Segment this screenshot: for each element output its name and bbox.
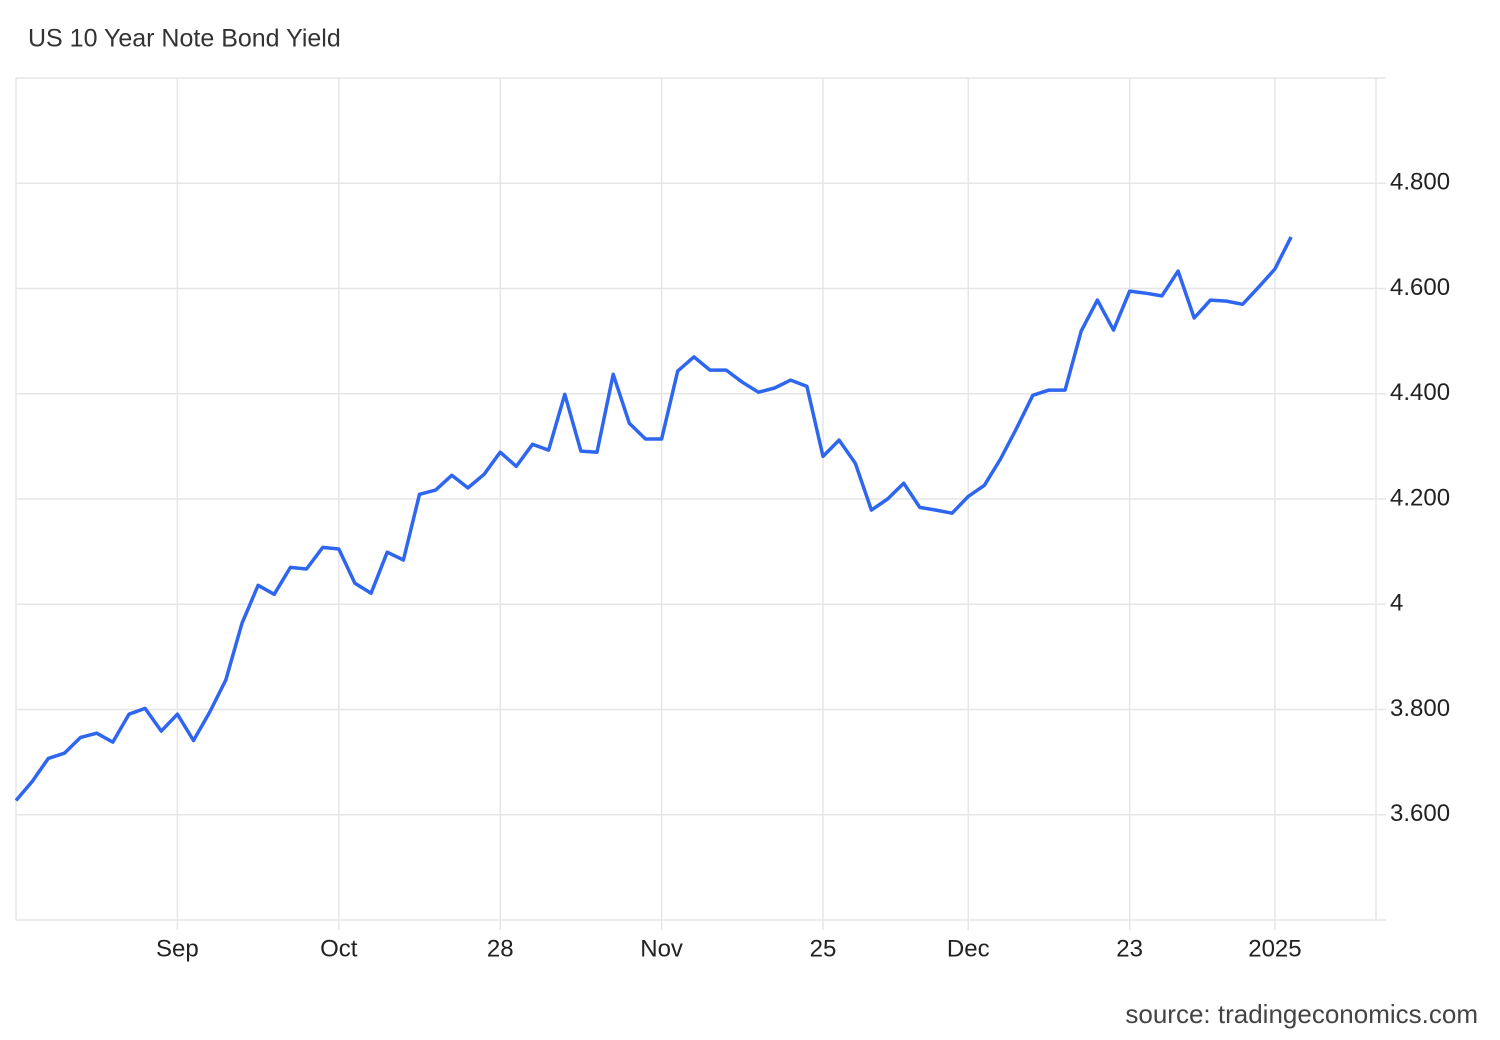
x-tick-label: Dec (947, 935, 990, 962)
y-tick-label: 4.200 (1390, 484, 1450, 511)
y-tick-label: 4.400 (1390, 379, 1450, 406)
x-tick-label: 23 (1116, 935, 1143, 962)
x-tick-label: 25 (810, 935, 837, 962)
x-tick-label: Nov (640, 935, 683, 962)
x-tick-label: Sep (156, 935, 199, 962)
y-tick-label: 3.800 (1390, 695, 1450, 722)
y-tick-label: 4.800 (1390, 169, 1450, 196)
y-tick-label: 3.600 (1390, 800, 1450, 827)
x-tick-label: 28 (487, 935, 514, 962)
y-tick-label: 4.600 (1390, 274, 1450, 301)
chart-title: US 10 Year Note Bond Yield (28, 25, 341, 53)
x-tick-label: 2025 (1248, 935, 1301, 962)
yield-line (14, 236, 1293, 802)
y-tick-label: 4 (1390, 590, 1403, 617)
x-tick-label: Oct (320, 935, 358, 962)
source-note: source: tradingeconomics.com (1125, 999, 1478, 1029)
